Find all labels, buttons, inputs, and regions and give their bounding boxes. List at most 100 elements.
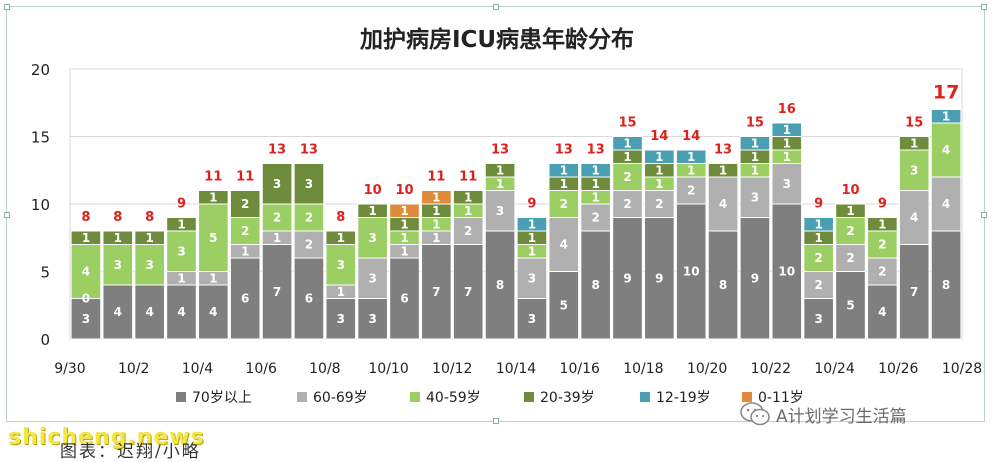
bar-segment (261, 203, 293, 232)
data-label: 3 (751, 190, 759, 204)
legend-label: 0-11岁 (758, 390, 804, 406)
bar-segment (612, 136, 643, 151)
x-tick-label: 10/24 (814, 361, 854, 377)
data-label: 1 (496, 163, 504, 177)
bar-segment (357, 257, 388, 299)
data-label: 2 (560, 197, 568, 211)
data-label: 4 (719, 197, 727, 211)
total-label: 8 (113, 210, 122, 225)
bar-segment (198, 190, 229, 205)
bar-segment (675, 149, 707, 164)
wechat-icon (740, 402, 770, 426)
total-label: 14 (682, 129, 700, 144)
wechat-account-name: A计划学习生活篇 (776, 406, 907, 427)
legend-label: 20-39岁 (540, 390, 595, 406)
data-label: 4 (209, 305, 217, 319)
bar-segment (325, 230, 357, 245)
data-label: 1 (910, 136, 918, 150)
data-label: 8 (496, 278, 504, 292)
total-label: 11 (427, 170, 445, 185)
x-tick-label: 10/28 (942, 361, 982, 377)
data-label: 1 (878, 217, 886, 231)
bar-segment (293, 163, 325, 205)
data-label: 3 (368, 231, 376, 245)
x-tick-label: 10/10 (368, 361, 408, 377)
data-label: 3 (114, 258, 122, 272)
resize-handle-right[interactable] (981, 212, 987, 218)
data-label: 1 (496, 177, 504, 191)
bar-segment (134, 284, 165, 340)
bar-segment (867, 284, 898, 340)
data-label: 2 (305, 211, 313, 225)
data-label: 4 (114, 305, 122, 319)
data-label: 2 (846, 224, 854, 238)
data-label: 3 (783, 177, 791, 191)
watermark-text: shicheng.news (8, 425, 205, 450)
total-label: 10 (364, 183, 382, 198)
bar-segment (898, 136, 930, 151)
data-label: 1 (400, 217, 408, 231)
bar-segment (580, 203, 611, 232)
data-label: 4 (942, 143, 950, 157)
bar-segment (452, 190, 484, 205)
data-label: 1 (400, 244, 408, 258)
x-tick-label: 10/12 (432, 361, 472, 377)
x-tick-label: 10/6 (245, 361, 277, 377)
data-label: 3 (273, 177, 281, 191)
bar-segment (389, 257, 420, 340)
x-tick-label: 10/4 (182, 361, 214, 377)
y-tick-label: 10 (31, 196, 50, 214)
bar-segment (930, 109, 962, 124)
data-label: 1 (145, 231, 153, 245)
legend-swatch (410, 392, 420, 402)
resize-handle-top[interactable] (493, 4, 499, 10)
bar-segment (835, 217, 866, 245)
data-label: 1 (560, 163, 568, 177)
bar-segment (675, 176, 707, 205)
data-label: 9 (655, 271, 663, 285)
data-label: 8 (942, 278, 950, 292)
data-label: 1 (432, 217, 440, 231)
total-label: 9 (814, 197, 823, 212)
data-label: 6 (241, 292, 249, 306)
legend-label: 70岁以上 (192, 390, 252, 406)
total-label: 13 (491, 143, 509, 158)
data-label: 1 (400, 204, 408, 218)
data-label: 7 (464, 285, 472, 299)
x-tick-label: 10/14 (496, 361, 536, 377)
data-label: 2 (623, 197, 631, 211)
resize-handle-left[interactable] (4, 212, 10, 218)
bar-segment (166, 217, 197, 232)
bar-segment (739, 136, 771, 151)
data-label: 1 (241, 244, 249, 258)
data-label: 8 (591, 278, 599, 292)
data-label: 6 (305, 292, 313, 306)
bar-segment (771, 203, 803, 340)
bar-segment (930, 230, 962, 340)
x-tick-label: 10/2 (118, 361, 149, 377)
data-label: 3 (814, 312, 822, 326)
resize-handle-bottom[interactable] (493, 418, 499, 424)
bar-segment (261, 244, 293, 340)
data-label: 1 (114, 231, 122, 245)
data-label: 4 (177, 305, 185, 319)
data-label: 9 (751, 271, 759, 285)
data-label: 1 (783, 123, 791, 137)
bar-segment (261, 163, 293, 205)
data-label: 1 (432, 204, 440, 218)
data-label: 8 (719, 278, 727, 292)
data-label: 10 (778, 265, 795, 279)
resize-handle-top-right[interactable] (981, 4, 987, 10)
data-label: 1 (591, 190, 599, 204)
bar-segment (580, 230, 611, 340)
total-label: 15 (618, 116, 636, 131)
x-axis: 9/30 10/2 10/4 10/6 10/8 10/10 10/12 10/14 10/16… (54, 361, 982, 377)
data-label: 1 (177, 271, 185, 285)
data-label: 1 (560, 177, 568, 191)
data-label: 10 (683, 265, 700, 279)
data-label: 2 (814, 251, 822, 265)
data-label: 3 (368, 271, 376, 285)
data-label: 3 (177, 244, 185, 258)
resize-handle-top-left[interactable] (4, 4, 10, 10)
